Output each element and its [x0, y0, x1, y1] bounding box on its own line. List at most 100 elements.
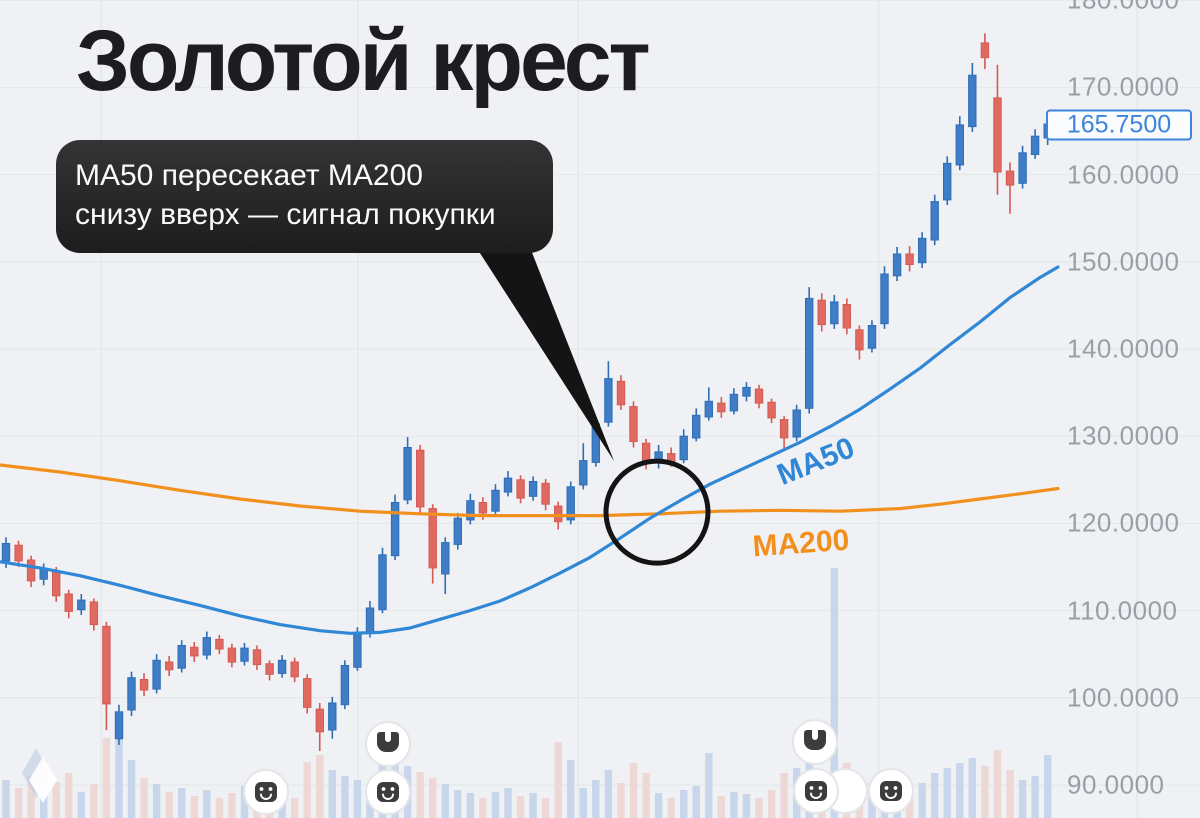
- price-axis-label: 100.0000: [1067, 682, 1180, 713]
- candle-body: [704, 400, 713, 418]
- candle-body: [1018, 152, 1027, 184]
- candle-body: [453, 517, 463, 545]
- volume-bar: [429, 778, 437, 818]
- volume-bar: [40, 790, 48, 818]
- event-marker-shield[interactable]: [365, 721, 411, 767]
- volume-bar: [203, 790, 211, 818]
- candle-body: [943, 162, 952, 201]
- candle-body: [503, 477, 513, 493]
- candle-body: [114, 711, 124, 740]
- candle-body: [729, 393, 739, 412]
- volume-bar: [441, 784, 449, 818]
- volume-bar: [2, 780, 10, 818]
- candle-body: [679, 435, 688, 461]
- volume-bar: [629, 763, 638, 818]
- candle-body: [14, 544, 23, 562]
- price-axis-label: 130.0000: [1067, 420, 1180, 451]
- candle-body: [441, 542, 450, 575]
- volume-bar: [968, 758, 976, 818]
- candle-body: [378, 554, 387, 611]
- volume-bar: [567, 760, 575, 818]
- candle-body: [817, 299, 826, 326]
- ma200-line: [0, 463, 1060, 518]
- volume-bar: [667, 798, 675, 818]
- candle-body: [340, 665, 350, 706]
- candle-body: [892, 253, 902, 277]
- candle-body: [39, 569, 48, 580]
- callout-line-1: MA50 пересекает MA200: [75, 159, 423, 192]
- price-axis-label: 110.0000: [1067, 595, 1178, 626]
- volume-bar: [190, 796, 198, 818]
- smiley-icon: [377, 782, 399, 802]
- candle-body: [390, 502, 400, 557]
- candle-body: [867, 325, 877, 349]
- volume-bar: [152, 784, 161, 818]
- volume-bar: [981, 766, 989, 818]
- volume-bar: [1018, 780, 1027, 818]
- candle-body: [855, 329, 864, 351]
- volume-bar: [165, 792, 173, 818]
- event-marker-smiley[interactable]: [365, 769, 411, 815]
- volume-bar: [680, 790, 688, 818]
- volume-bar: [943, 768, 951, 818]
- volume-bar: [504, 788, 512, 818]
- candle-body: [403, 447, 412, 501]
- candle-body: [202, 637, 212, 656]
- volume-bar: [1031, 776, 1039, 818]
- candle-body: [754, 388, 764, 404]
- volume-bar: [115, 733, 123, 818]
- shield-icon: [804, 730, 826, 750]
- volume-bar: [491, 792, 500, 818]
- candle-body: [127, 677, 136, 711]
- volume-bar: [303, 762, 311, 818]
- callout-pointer: [478, 250, 614, 461]
- volume-bar: [178, 788, 186, 818]
- candle-body: [1005, 170, 1015, 186]
- volume-bar: [755, 798, 763, 818]
- volume-bar: [541, 798, 550, 818]
- candle-body: [353, 632, 362, 668]
- volume-bar: [654, 793, 663, 818]
- candle-body: [102, 625, 111, 705]
- smiley-icon: [255, 782, 277, 802]
- volume-bar: [14, 788, 23, 818]
- volume-bar: [102, 738, 111, 818]
- smiley-icon: [805, 781, 827, 801]
- event-marker-smiley[interactable]: [793, 768, 839, 814]
- candle-body: [629, 406, 638, 443]
- candle-body: [604, 378, 613, 423]
- candle-body: [805, 297, 814, 409]
- candle-body: [528, 481, 538, 497]
- candle-body: [566, 486, 575, 521]
- volume-bar: [780, 773, 788, 818]
- candle-body: [717, 402, 726, 413]
- event-marker-shield[interactable]: [792, 719, 838, 765]
- candle-body: [240, 647, 249, 662]
- ma50-line: [0, 265, 1060, 635]
- volume-bar: [341, 776, 349, 818]
- candle-body: [742, 386, 751, 397]
- candle-body: [215, 638, 224, 650]
- volume-bar: [27, 776, 35, 818]
- candle-body: [779, 419, 789, 439]
- event-marker-smiley[interactable]: [243, 769, 289, 815]
- volume-bar: [1006, 770, 1014, 818]
- candle-body: [993, 97, 1002, 173]
- volume-bar: [529, 793, 537, 818]
- candle-body: [541, 482, 550, 505]
- volume-bar: [1044, 755, 1052, 818]
- watermark-diamond: [29, 757, 57, 803]
- candle-body: [152, 659, 161, 690]
- candle-body: [89, 601, 99, 626]
- candle-body: [303, 678, 312, 708]
- shield-icon: [377, 732, 399, 752]
- volume-bar: [705, 753, 713, 818]
- volume-bar: [316, 755, 324, 818]
- price-axis-label: 170.0000: [1067, 71, 1180, 102]
- volume-bar: [416, 772, 424, 818]
- volume-bar: [228, 793, 236, 818]
- volume-bar: [90, 784, 98, 818]
- candle-body: [767, 401, 776, 419]
- event-marker-smiley[interactable]: [868, 768, 914, 814]
